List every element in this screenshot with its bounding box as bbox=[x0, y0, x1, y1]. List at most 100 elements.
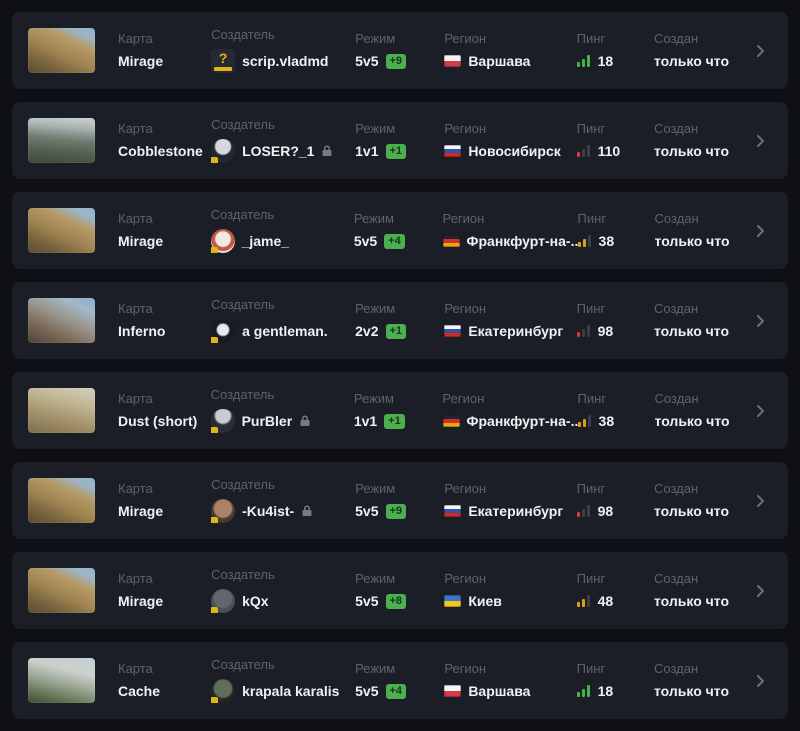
creator-label: Создатель bbox=[210, 207, 275, 222]
lobby-row[interactable]: Карта Cobblestone Создатель LOSER?_1 Реж… bbox=[12, 102, 788, 179]
region-name: Новосибирск bbox=[468, 143, 561, 159]
created-value: только что bbox=[654, 683, 729, 699]
region-label: Регион bbox=[444, 31, 487, 46]
mode-value: 2v2 bbox=[355, 323, 379, 339]
open-slots-badge: +8 bbox=[385, 593, 407, 609]
map-thumbnail bbox=[28, 208, 95, 253]
chevron-right-icon[interactable] bbox=[752, 493, 768, 509]
region-label: Регион bbox=[444, 481, 487, 496]
map-label: Карта bbox=[118, 211, 153, 226]
map-thumbnail bbox=[28, 478, 95, 523]
map-thumbnail bbox=[28, 118, 95, 163]
map-thumbnail bbox=[28, 658, 95, 703]
map-thumbnail bbox=[28, 388, 95, 433]
creator-name: -Ku4ist- bbox=[242, 503, 295, 519]
ping-bars-icon bbox=[576, 325, 590, 337]
lobby-row[interactable]: Карта Inferno Создатель a gentleman. Реж… bbox=[12, 282, 788, 359]
creator-label: Создатель bbox=[211, 567, 275, 582]
created-label: Создан bbox=[654, 661, 699, 676]
lobby-row[interactable]: Карта Mirage Создатель kQx Режим 5v5 +8 … bbox=[12, 552, 788, 629]
region-name: Киев bbox=[468, 593, 502, 609]
ping-label: Пинг bbox=[577, 211, 607, 226]
ping-value: 98 bbox=[597, 323, 614, 339]
region-label: Регион bbox=[444, 301, 487, 316]
lock-icon bbox=[301, 505, 313, 517]
created-label: Создан bbox=[654, 391, 699, 406]
map-name: Cache bbox=[118, 683, 161, 699]
map-thumbnail bbox=[28, 298, 95, 343]
lobby-row[interactable]: Карта Mirage Создатель -Ku4ist- Режим 5v… bbox=[12, 462, 788, 539]
creator-label: Создатель bbox=[211, 477, 275, 492]
lobby-row[interactable]: Карта Mirage Создатель scrip.vladmd Режи… bbox=[12, 12, 788, 89]
map-label: Карта bbox=[118, 481, 153, 496]
region-label: Регион bbox=[444, 661, 487, 676]
chevron-right-icon[interactable] bbox=[752, 673, 768, 689]
ping-bars-icon bbox=[576, 145, 590, 157]
region-name: Варшава bbox=[468, 53, 531, 69]
region-name: Екатеринбург bbox=[468, 323, 564, 339]
map-label: Карта bbox=[118, 661, 153, 676]
creator-avatar bbox=[211, 499, 236, 523]
mode-label: Режим bbox=[353, 391, 394, 406]
mode-value: 1v1 bbox=[355, 143, 379, 159]
lobby-row[interactable]: Карта Cache Создатель krapala karalis Ре… bbox=[12, 642, 788, 719]
lobby-row[interactable]: Карта Dust (short) Создатель PurBler Реж… bbox=[12, 372, 788, 449]
creator-name: LOSER?_1 bbox=[242, 143, 315, 159]
lobby-row[interactable]: Карта Mirage Создатель _jame_ Режим 5v5 … bbox=[12, 192, 788, 269]
creator-name: PurBler bbox=[241, 413, 293, 429]
open-slots-badge: +1 bbox=[385, 323, 407, 339]
creator-name: _jame_ bbox=[241, 233, 290, 249]
map-name: Cobblestone bbox=[118, 143, 203, 159]
region-flag-icon bbox=[444, 505, 462, 517]
mode-value: 5v5 bbox=[355, 53, 379, 69]
region-label: Регион bbox=[442, 211, 485, 226]
creator-avatar bbox=[211, 679, 236, 703]
open-slots-badge: +1 bbox=[384, 413, 405, 429]
region-label: Регион bbox=[444, 121, 487, 136]
ping-bars-icon bbox=[576, 55, 590, 67]
chevron-right-icon[interactable] bbox=[752, 43, 768, 59]
ping-label: Пинг bbox=[576, 31, 606, 46]
ping-label: Пинг bbox=[576, 481, 606, 496]
mode-value: 5v5 bbox=[355, 503, 379, 519]
chevron-right-icon[interactable] bbox=[752, 223, 768, 239]
chevron-right-icon[interactable] bbox=[752, 403, 768, 419]
mode-value: 5v5 bbox=[355, 593, 379, 609]
region-flag-icon bbox=[442, 415, 460, 427]
mode-value: 1v1 bbox=[353, 413, 378, 429]
ping-value: 98 bbox=[597, 503, 614, 519]
ping-value: 48 bbox=[597, 593, 614, 609]
mode-label: Режим bbox=[355, 31, 396, 46]
ping-bars-icon bbox=[576, 505, 590, 517]
region-name: Екатеринбург bbox=[468, 503, 564, 519]
creator-avatar bbox=[211, 589, 236, 613]
map-label: Карта bbox=[118, 301, 153, 316]
ping-value: 18 bbox=[597, 683, 614, 699]
created-value: только что bbox=[654, 503, 729, 519]
creator-label: Создатель bbox=[211, 117, 275, 132]
creator-label: Создатель bbox=[211, 27, 275, 42]
map-name: Mirage bbox=[118, 233, 164, 249]
lock-icon bbox=[299, 415, 311, 427]
created-label: Создан bbox=[654, 571, 699, 586]
created-label: Создан bbox=[654, 211, 699, 226]
creator-avatar bbox=[211, 319, 236, 343]
creator-avatar bbox=[210, 409, 235, 433]
chevron-right-icon[interactable] bbox=[752, 583, 768, 599]
creator-label: Создатель bbox=[211, 657, 275, 672]
created-value: только что bbox=[654, 413, 730, 429]
created-label: Создан bbox=[654, 481, 699, 496]
map-label: Карта bbox=[118, 121, 153, 136]
open-slots-badge: +9 bbox=[385, 503, 407, 519]
region-flag-icon bbox=[444, 595, 462, 607]
chevron-right-icon[interactable] bbox=[752, 313, 768, 329]
creator-name: a gentleman. bbox=[242, 323, 328, 339]
chevron-right-icon[interactable] bbox=[752, 133, 768, 149]
region-flag-icon bbox=[442, 235, 460, 247]
lock-icon bbox=[321, 145, 333, 157]
creator-name: kQx bbox=[242, 593, 269, 609]
mode-value: 5v5 bbox=[355, 683, 379, 699]
created-value: только что bbox=[654, 593, 729, 609]
created-value: только что bbox=[654, 233, 730, 249]
